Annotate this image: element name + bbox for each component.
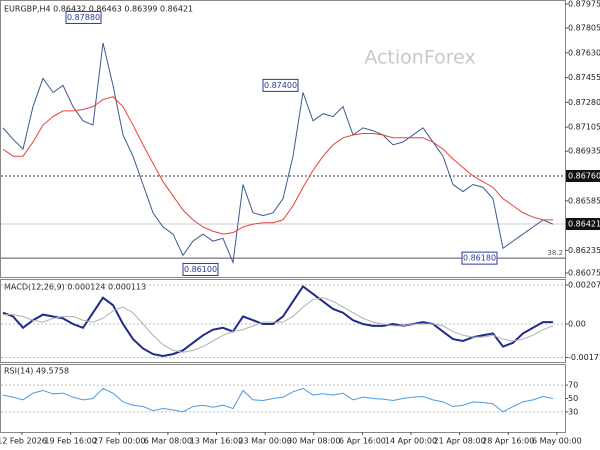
price-level-label: 0.86760 bbox=[568, 172, 600, 181]
y-tick-label: 30 bbox=[568, 407, 578, 416]
y-tick-label: 0.002072 bbox=[568, 281, 600, 290]
x-tick-label: 23 Mar 00:00 bbox=[238, 437, 291, 446]
annotation-label: 0.86100 bbox=[184, 265, 217, 274]
y-tick-label: 0.86585 bbox=[568, 196, 600, 205]
x-tick-label: 21 Apr 08:00 bbox=[434, 437, 486, 446]
annotation-label: 0.86180 bbox=[463, 254, 496, 263]
annotation-box bbox=[182, 262, 219, 276]
series-line bbox=[2, 387, 554, 413]
y-tick-label: 0.86935 bbox=[568, 147, 600, 156]
annotation-box bbox=[461, 251, 498, 265]
series-line bbox=[2, 284, 553, 357]
annotation-box bbox=[65, 10, 102, 24]
rsi-title: RSI(14) 49.5758 bbox=[4, 367, 69, 376]
macd-panel bbox=[0, 279, 566, 363]
x-tick-label: 19 Feb 16:00 bbox=[44, 437, 96, 446]
x-tick-label: 6 May 00:00 bbox=[532, 437, 582, 446]
macd-title: MACD(12,26,9) 0.000124 0.000113 bbox=[4, 283, 146, 292]
y-tick-label: 0.87975 bbox=[568, 0, 600, 9]
price-level-box bbox=[566, 170, 600, 183]
x-tick-label: 12 Feb 2026 bbox=[0, 437, 47, 446]
chart-title: EURGBP,H4 0.86432 0.86463 0.86399 0.8642… bbox=[4, 5, 193, 14]
main-panel bbox=[0, 0, 566, 278]
y-tick-label: 0.00 bbox=[568, 320, 586, 329]
series-line bbox=[2, 42, 554, 265]
fib-label: 38.2 bbox=[547, 249, 563, 257]
y-tick-label: 0.87630 bbox=[568, 48, 600, 57]
x-tick-label: 14 Apr 00:00 bbox=[385, 437, 437, 446]
y-tick-label: 50 bbox=[568, 394, 578, 403]
annotation-label: 0.87880 bbox=[67, 13, 100, 22]
x-tick-label: 28 Apr 16:00 bbox=[482, 437, 534, 446]
x-tick-label: 30 Mar 08:00 bbox=[287, 437, 340, 446]
y-tick-label: 0.86075 bbox=[568, 269, 600, 278]
series-line bbox=[3, 297, 554, 353]
x-tick-label: 13 Mar 16:00 bbox=[190, 437, 243, 446]
y-tick-label: -0.001778 bbox=[568, 353, 600, 362]
rsi-panel bbox=[0, 364, 566, 433]
annotation-label: 0.87400 bbox=[264, 81, 297, 90]
y-tick-label: 0.87455 bbox=[568, 73, 600, 82]
y-tick-label: 0.86235 bbox=[568, 246, 600, 255]
annotation-box bbox=[262, 78, 299, 92]
last-price-label: 0.86421 bbox=[568, 220, 600, 229]
y-tick-label: 0.87280 bbox=[568, 98, 600, 107]
x-tick-label: 6 Apr 16:00 bbox=[339, 437, 386, 446]
y-tick-label: 70 bbox=[568, 381, 578, 390]
last-price-box bbox=[566, 218, 600, 231]
x-tick-label: 27 Feb 00:00 bbox=[93, 437, 145, 446]
y-tick-label: 0.87805 bbox=[568, 24, 600, 33]
series-line bbox=[2, 96, 553, 235]
watermark: ActionForex bbox=[364, 47, 475, 69]
y-tick-label: 0.87105 bbox=[568, 123, 600, 132]
x-tick-label: 6 Mar 08:00 bbox=[144, 437, 192, 446]
